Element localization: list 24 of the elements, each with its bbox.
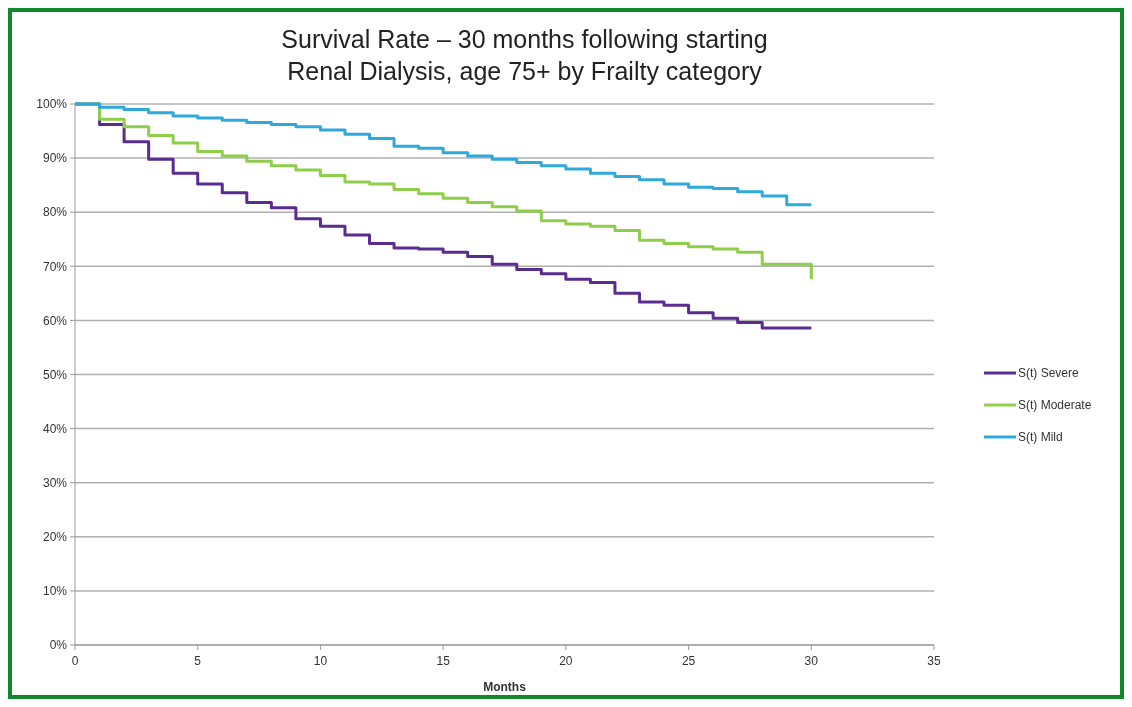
y-tick-label: 90% (42, 151, 68, 166)
y-tick-label: 40% (42, 421, 68, 436)
x-tick-label: 10 (313, 654, 328, 668)
y-tick-label: 50% (42, 367, 68, 382)
x-tick-label: 30 (804, 654, 819, 668)
x-tick-label: 15 (436, 654, 451, 668)
legend-label: S(t) Moderate (1018, 398, 1092, 413)
legend-label: S(t) Severe (1018, 366, 1080, 381)
x-tick-label: 35 (927, 654, 941, 668)
x-tick-label: 20 (559, 654, 573, 668)
x-axis-title: Months (483, 680, 527, 694)
legend-label: S(t) Mild (1018, 430, 1063, 445)
y-tick-label: 100% (36, 97, 68, 112)
y-tick-label: 10% (42, 584, 68, 599)
y-tick-label: 20% (42, 530, 68, 544)
y-tick-label: 70% (42, 259, 68, 274)
chart-title: Survival Rate – 30 months following starting Renal Dialysis, age 75+ by Frailty category (281, 25, 768, 85)
y-tick-label: 0% (49, 638, 68, 653)
y-tick-label: 80% (42, 205, 68, 220)
y-tick-label: 60% (42, 313, 68, 328)
x-tick-label: 0 (71, 654, 79, 668)
x-tick-label: 25 (681, 654, 696, 668)
x-tick-label: 5 (194, 654, 202, 668)
y-tick-label: 30% (42, 475, 68, 490)
